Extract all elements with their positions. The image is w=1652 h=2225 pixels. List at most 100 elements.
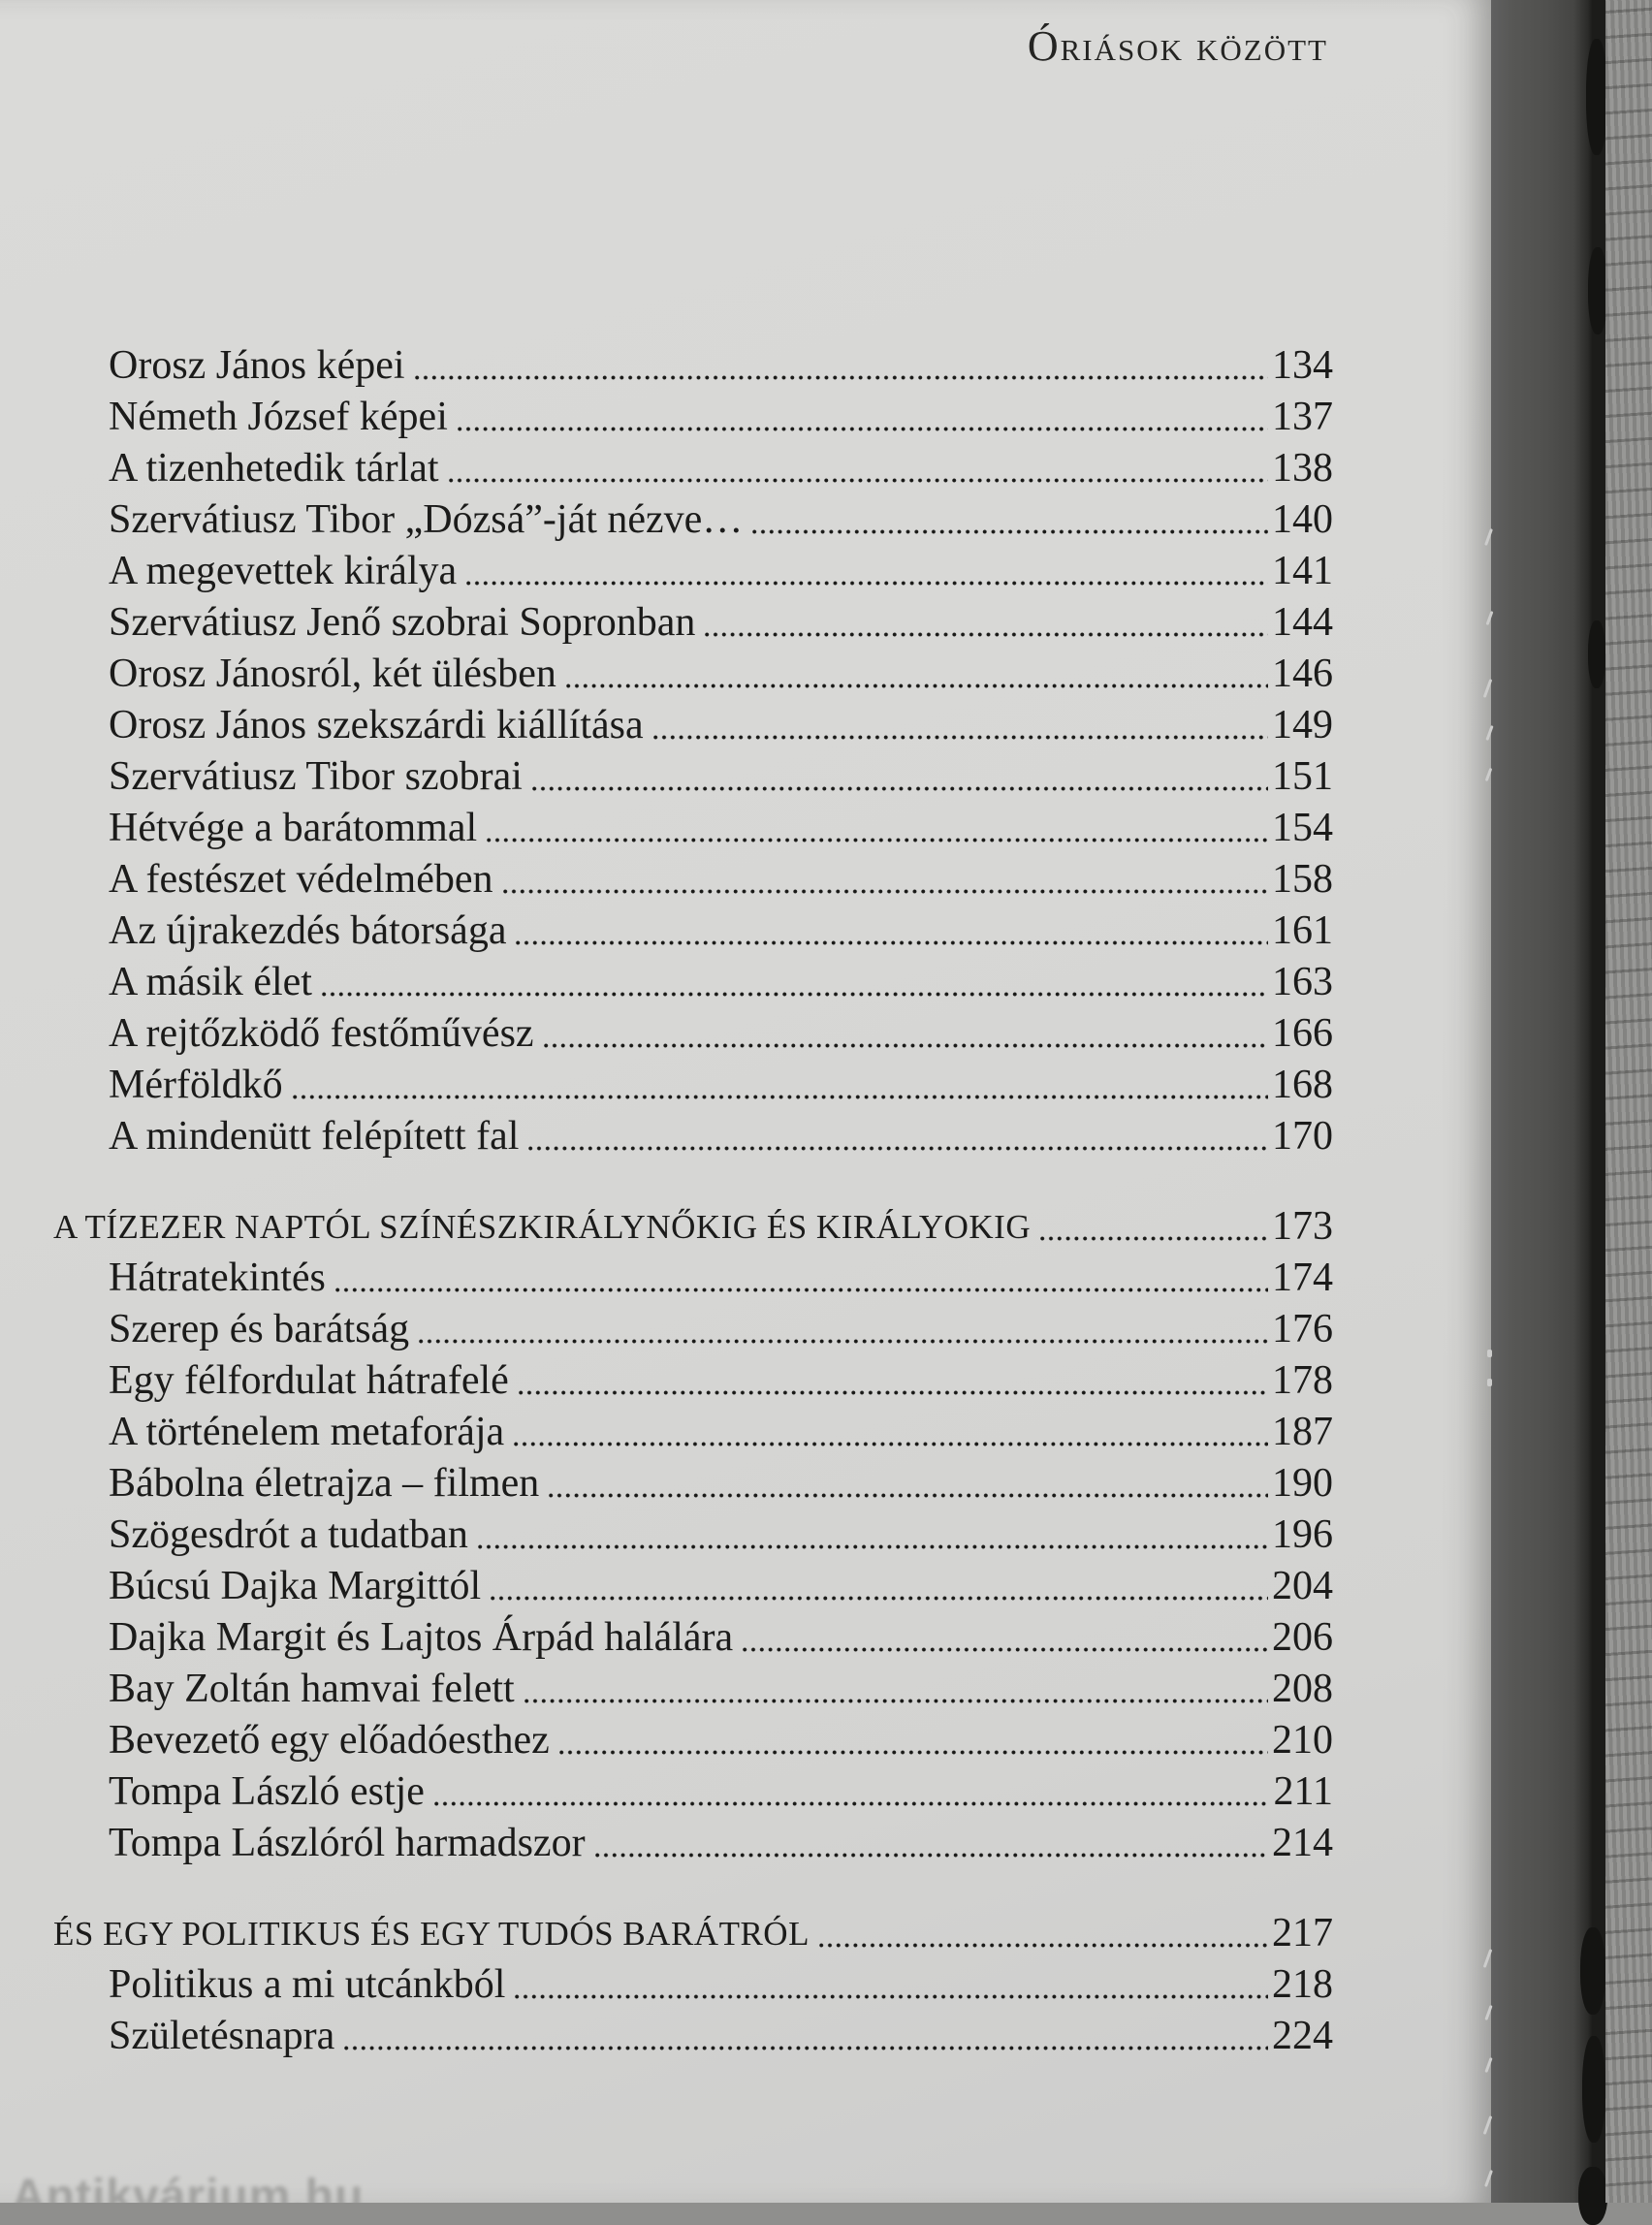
page-number: 224 <box>1272 2014 1333 2058</box>
toc-title: Szögesdrót a tudatban <box>109 1512 468 1557</box>
spine-gap <box>1592 0 1605 2203</box>
toc-row: Hétvége a barátommal 154 <box>53 803 1333 854</box>
toc-row: Tompa László estje 211 <box>53 1766 1333 1818</box>
toc-title: Bábolna életrajza – filmen <box>109 1461 540 1506</box>
dotted-leader <box>321 992 1268 997</box>
page-number: 146 <box>1272 652 1333 696</box>
dotted-leader <box>344 2046 1268 2050</box>
toc-title: Bay Zoltán hamvai felett <box>109 1667 515 1711</box>
toc-title: A történelem metaforája <box>109 1410 505 1454</box>
toc-title: Orosz János szekszárdi kiállítása <box>109 703 644 747</box>
page-number: 158 <box>1272 857 1333 902</box>
page-number: 161 <box>1272 908 1333 953</box>
dotted-leader <box>531 786 1268 791</box>
page-number: 134 <box>1272 343 1333 388</box>
dotted-leader <box>334 1287 1268 1292</box>
page-number: 173 <box>1272 1204 1333 1249</box>
toc-row: A rejtőzködő festőművész 166 <box>53 1008 1333 1060</box>
toc-row: Születésnapra 224 <box>53 2011 1333 2062</box>
spine-shadow-blob <box>1578 2167 1607 2225</box>
dotted-leader <box>448 478 1268 483</box>
toc-heading-row: ÉS EGY POLITIKUS ÉS EGY TUDÓS BARÁTRÓL 21… <box>53 1908 1333 1959</box>
toc-row: Egy félfordulat hátrafelé 178 <box>53 1355 1333 1407</box>
toc-row: Hátratekintés 174 <box>53 1253 1333 1304</box>
spine-shadow-blob <box>1586 39 1607 155</box>
toc-row: Dajka Margit és Lajtos Árpád halálára 206 <box>53 1612 1333 1664</box>
dotted-leader <box>528 1146 1268 1151</box>
page-number: 218 <box>1272 1962 1333 2007</box>
dotted-leader <box>414 375 1268 380</box>
toc-row: A megevettek királya 141 <box>53 546 1333 597</box>
spine-shadow-blob <box>1580 1927 1605 2015</box>
toc-title: A másik élet <box>109 960 312 1004</box>
book-page: Óriások között Orosz János képei 134 Német… <box>0 0 1491 2203</box>
page-number: 138 <box>1272 446 1333 491</box>
watermark: Antikvárium.hu <box>12 2171 365 2203</box>
dotted-leader <box>549 1493 1268 1498</box>
page-number: 178 <box>1272 1358 1333 1403</box>
toc-title: Szervátiusz Tibor „Dózsá”-ját nézve… <box>109 497 744 542</box>
page-number: 174 <box>1272 1256 1333 1300</box>
table-of-contents: Orosz János képei 134 Németh József képei 1… <box>53 340 1333 2062</box>
toc-title: A megevettek királya <box>109 549 458 593</box>
dotted-leader <box>652 735 1268 740</box>
dotted-leader <box>524 1699 1268 1703</box>
toc-row: A mindenütt felépített fal 170 <box>53 1111 1333 1162</box>
toc-title: A festészet védelmében <box>109 857 493 902</box>
toc-row: A tizenhetedik tárlat 138 <box>53 443 1333 494</box>
toc-title: Egy félfordulat hátrafelé <box>109 1358 509 1403</box>
toc-row: Tompa Lászlóról harmadszor 214 <box>53 1818 1333 1869</box>
page-number: 211 <box>1273 1769 1333 1814</box>
page-number: 149 <box>1272 703 1333 747</box>
page-number: 141 <box>1272 549 1333 593</box>
dotted-leader <box>466 581 1268 586</box>
dotted-leader <box>752 529 1268 534</box>
spine-shadow-blob <box>1588 247 1607 334</box>
page-number: 196 <box>1272 1512 1333 1557</box>
toc-title: A mindenütt felépített fal <box>109 1114 520 1159</box>
dotted-leader <box>514 1442 1268 1446</box>
dotted-leader <box>515 1994 1268 1999</box>
spine-shadow-blob <box>1582 2036 1605 2143</box>
toc-heading-row: A TÍZEZER NAPTÓL SZÍNÉSZKIRÁLYNŐKIG ÉS K… <box>53 1201 1333 1253</box>
dotted-leader <box>558 1750 1268 1755</box>
book-cover-edge <box>1605 0 1652 2203</box>
page-number: 214 <box>1272 1821 1333 1865</box>
dotted-leader <box>457 427 1268 431</box>
toc-section: A TÍZEZER NAPTÓL SZÍNÉSZKIRÁLYNŐKIG ÉS K… <box>53 1201 1333 1869</box>
toc-title: Az újrakezdés bátorsága <box>109 908 507 953</box>
dotted-leader <box>419 1339 1268 1344</box>
toc-row: Orosz János szekszárdi kiállítása 149 <box>53 700 1333 751</box>
toc-title: Tompa Lászlóról harmadszor <box>109 1821 586 1865</box>
dotted-leader <box>477 1544 1268 1549</box>
toc-title: Szervátiusz Tibor szobrai <box>109 754 523 799</box>
page-number: 144 <box>1272 600 1333 645</box>
toc-title: Orosz Jánosról, két ülésben <box>109 652 556 696</box>
dotted-leader <box>705 632 1268 637</box>
toc-row: Bay Zoltán hamvai felett 208 <box>53 1664 1333 1715</box>
page-number: 210 <box>1272 1718 1333 1763</box>
page-number: 170 <box>1272 1114 1333 1159</box>
toc-title: Tompa László estje <box>109 1769 425 1814</box>
section-heading: A TÍZEZER NAPTÓL SZÍNÉSZKIRÁLYNŐKIG ÉS K… <box>53 1208 1032 1246</box>
dotted-leader <box>543 1043 1268 1048</box>
page-number: 163 <box>1272 960 1333 1004</box>
toc-title: Szerep és barátság <box>109 1307 410 1351</box>
dotted-leader <box>502 889 1268 894</box>
page-number: 140 <box>1272 497 1333 542</box>
toc-row: Mérföldkő 168 <box>53 1060 1333 1111</box>
page-number: 137 <box>1272 395 1333 439</box>
toc-row: Németh József képei 137 <box>53 392 1333 443</box>
toc-title: Dajka Margit és Lajtos Árpád halálára <box>109 1615 734 1660</box>
page-number: 187 <box>1272 1410 1333 1454</box>
dotted-leader <box>565 683 1268 688</box>
page-number: 204 <box>1272 1564 1333 1608</box>
page-edge-nick <box>1487 1350 1492 1357</box>
toc-title: Mérföldkő <box>109 1063 283 1107</box>
toc-row: A történelem metaforája 187 <box>53 1407 1333 1458</box>
dotted-leader <box>433 1801 1270 1806</box>
page-number: 176 <box>1272 1307 1333 1351</box>
toc-title: Szervátiusz Jenő szobrai Sopronban <box>109 600 696 645</box>
page-number: 206 <box>1272 1615 1333 1660</box>
